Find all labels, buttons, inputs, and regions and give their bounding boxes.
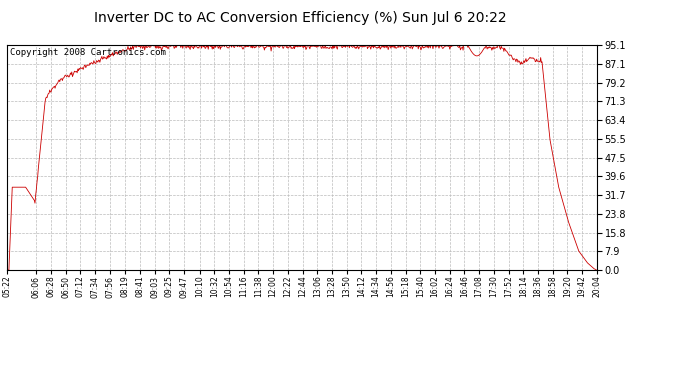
Text: Copyright 2008 Cartronics.com: Copyright 2008 Cartronics.com (10, 48, 166, 57)
Text: Inverter DC to AC Conversion Efficiency (%) Sun Jul 6 20:22: Inverter DC to AC Conversion Efficiency … (94, 11, 506, 25)
